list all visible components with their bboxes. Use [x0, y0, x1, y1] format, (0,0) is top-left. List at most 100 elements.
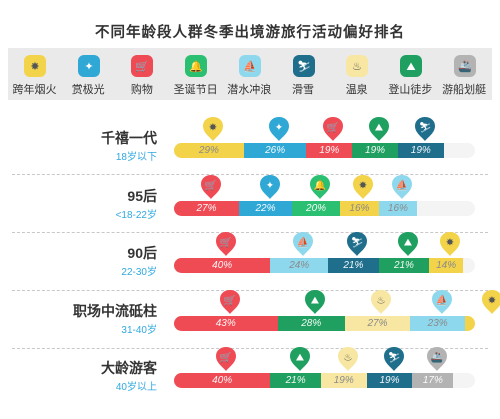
svg-text:🛒: 🛒 — [204, 179, 216, 192]
segment-value-label: 19% — [410, 145, 431, 156]
svg-text:✦: ✦ — [275, 123, 283, 134]
svg-text:⛰: ⛰ — [404, 238, 413, 249]
bar-segment-hotspring — [344, 316, 410, 331]
hotspring-icon-marker: ♨ — [337, 347, 358, 371]
shopping-icon: 🛒 — [131, 55, 154, 77]
legend-label: 登山徒步 — [388, 84, 433, 96]
legend-item-aurora: ✦ 赏极光 — [62, 48, 115, 100]
bar-segment-fireworks — [174, 143, 244, 158]
svg-text:✦: ✦ — [84, 61, 93, 73]
stacked-bar: 40% 24% 21% 21% 14% — [174, 258, 475, 273]
svg-text:✸: ✸ — [446, 238, 454, 249]
bar-segment-shopping — [174, 258, 271, 273]
legend-item-fireworks: ✸ 跨年烟火 — [8, 48, 61, 100]
svg-text:⛰: ⛰ — [311, 296, 320, 307]
svg-text:⛷: ⛷ — [418, 122, 431, 134]
segment-value-label: 27% — [196, 203, 217, 214]
svg-text:🛒: 🛒 — [224, 294, 236, 307]
segment-value-label: 26% — [265, 145, 286, 156]
segment-value-label: 28% — [301, 318, 322, 329]
shopping-icon-marker: 🛒 — [216, 232, 237, 256]
bar-segment-skiing — [397, 143, 444, 158]
svg-text:✸: ✸ — [209, 123, 217, 134]
bar-segment-skiing — [328, 258, 379, 273]
group-age-range: 40岁以上 — [115, 382, 157, 393]
segment-value-label: 43% — [215, 318, 236, 329]
legend-label: 赏极光 — [71, 84, 105, 96]
diving-icon: ⛵ — [238, 55, 261, 77]
stacked-bar: 27% 22% 20% 16% 16% — [174, 201, 475, 216]
aurora-icon-marker: ✦ — [259, 175, 280, 199]
aurora-icon: ✦ — [77, 55, 100, 77]
bar-segment-hiking — [378, 258, 430, 273]
legend-item-hotspring: ♨ 温泉 — [330, 48, 383, 100]
diving-icon-marker: ⛵ — [293, 232, 314, 256]
legend-label: 圣诞节日 — [173, 84, 218, 96]
bar-segment-diving — [270, 258, 329, 273]
group-name: 90后 — [127, 245, 157, 261]
svg-text:🛒: 🛒 — [327, 121, 339, 134]
svg-text:🔔: 🔔 — [189, 60, 203, 73]
legend-label: 购物 — [130, 84, 153, 96]
legend-label: 跨年烟火 — [12, 84, 57, 96]
segment-value-label: 19% — [465, 316, 475, 331]
svg-text:⛰: ⛰ — [406, 61, 415, 73]
svg-text:⛵: ⛵ — [396, 179, 408, 192]
segment-value-label: 19% — [319, 145, 340, 156]
legend-label: 潜水冲浪 — [227, 84, 272, 96]
stacked-bar: 29% 26% 19% 19% 19% — [174, 143, 475, 158]
bar-segment-christmas — [291, 201, 341, 216]
segment-value-label: 14% — [436, 260, 457, 271]
fireworks-icon-marker: ✸ — [440, 232, 461, 256]
skiing-icon-marker: ⛷ — [383, 347, 404, 371]
row-divider — [12, 174, 488, 175]
svg-text:⛷: ⛷ — [387, 352, 400, 364]
segment-value-label: 23% — [427, 318, 448, 329]
christmas-icon-marker: 🔔 — [310, 175, 331, 199]
cruise-icon: 🚢 — [453, 55, 476, 77]
svg-text:⛰: ⛰ — [375, 123, 384, 134]
svg-text:🛒: 🛒 — [136, 60, 150, 73]
bar-segment-shopping — [174, 373, 271, 388]
aurora-icon-marker: ✦ — [269, 117, 290, 141]
svg-text:⛷: ⛷ — [351, 237, 364, 249]
segment-value-label: 17% — [422, 375, 443, 386]
group-name: 职场中流砥柱 — [73, 303, 157, 319]
bar-segment-fireworks — [465, 316, 475, 331]
segment-value-label: 29% — [198, 145, 219, 156]
legend-item-diving: ⛵ 潜水冲浪 — [223, 48, 276, 100]
bar-segment-diving — [409, 316, 466, 331]
bar-segment-shopping — [174, 316, 278, 331]
legend-label: 温泉 — [345, 84, 368, 96]
legend-label: 游船划艇 — [442, 84, 487, 96]
svg-text:🛒: 🛒 — [220, 351, 232, 364]
fireworks-icon-marker: ✸ — [202, 117, 223, 141]
hiking-icon-marker: ⛰ — [289, 347, 310, 371]
svg-text:🚢: 🚢 — [458, 60, 472, 73]
group-name: 千禧一代 — [101, 130, 157, 146]
fireworks-icon-marker: ✸ — [353, 175, 374, 199]
svg-text:♨: ♨ — [377, 296, 386, 307]
segment-value-label: 27% — [367, 318, 388, 329]
shopping-icon-marker: 🛒 — [216, 347, 237, 371]
group-age-range: 18岁以下 — [115, 152, 157, 163]
hiking-icon-marker: ⛰ — [397, 232, 418, 256]
segment-value-label: 16% — [387, 203, 408, 214]
svg-text:⛰: ⛰ — [295, 353, 304, 364]
bar-segment-hotspring — [320, 373, 367, 388]
segment-value-label: 19% — [379, 375, 400, 386]
svg-text:✸: ✸ — [359, 181, 367, 192]
row-divider — [12, 290, 488, 291]
hiking-icon-marker: ⛰ — [369, 117, 390, 141]
svg-text:🔔: 🔔 — [314, 180, 326, 192]
skiing-icon: ⛷ — [292, 55, 315, 77]
segment-value-label: 19% — [365, 145, 386, 156]
bar-segment-fireworks — [340, 201, 379, 216]
bar-segment-fireworks — [429, 258, 463, 273]
shopping-icon-marker: 🛒 — [219, 290, 240, 314]
bar-segment-shopping — [174, 201, 240, 216]
svg-text:♨: ♨ — [352, 61, 362, 73]
svg-text:⛷: ⛷ — [297, 61, 311, 73]
segment-value-label: 21% — [393, 260, 414, 271]
